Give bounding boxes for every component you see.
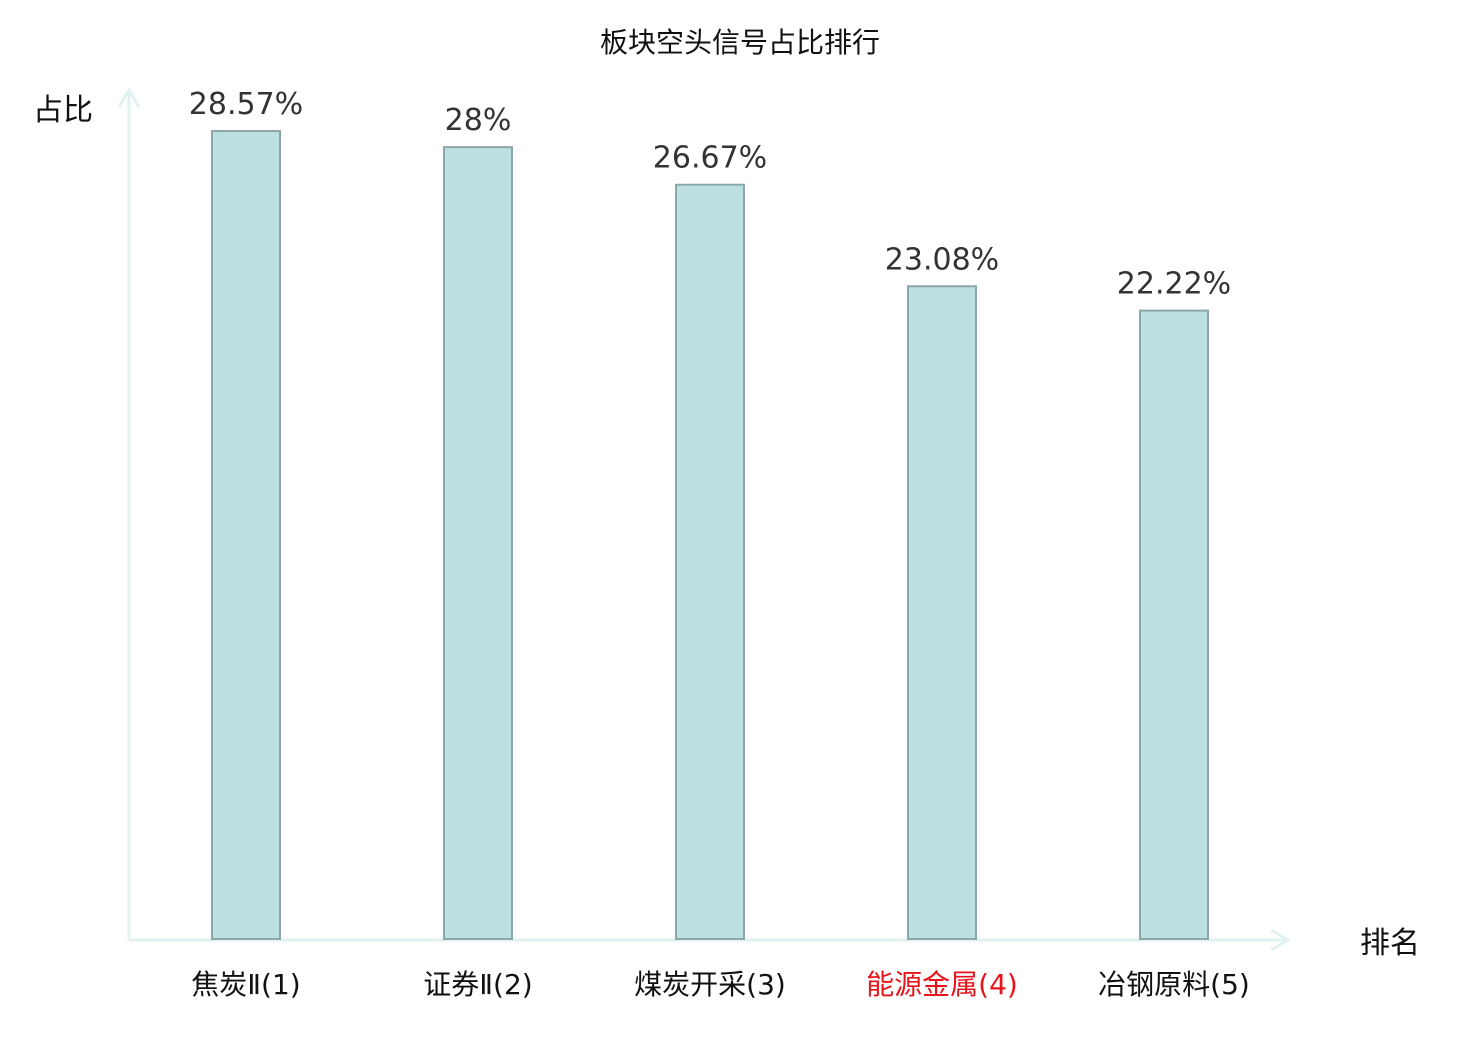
bar-value-label: 22.22%: [1117, 267, 1231, 302]
x-tick-label: 焦炭Ⅱ(1): [191, 968, 300, 1001]
bar: [907, 285, 977, 940]
chart-title: 板块空头信号占比排行: [600, 26, 880, 59]
x-axis-title: 排名: [1360, 926, 1420, 961]
bar: [443, 146, 513, 940]
bar: [1139, 309, 1209, 940]
x-tick-label: 证券Ⅱ(2): [423, 968, 532, 1001]
x-tick-label: 煤炭开采(3): [634, 968, 786, 1001]
bar: [675, 183, 745, 940]
y-axis-title: 占比: [33, 93, 93, 128]
y-axis-arrow: [117, 87, 141, 108]
x-tick-label: 冶钢原料(5): [1098, 968, 1250, 1001]
bars-group: 28.57% 焦炭Ⅱ(1) 28% 证券Ⅱ(2) 26.67% 煤炭开采(3) 23.08%…: [189, 87, 1250, 1001]
bar-value-label: 23.08%: [885, 242, 999, 277]
bar-value-label: 28.57%: [189, 87, 303, 122]
x-axis-arrow: [1270, 928, 1291, 952]
bar-value-label: 28%: [445, 103, 512, 138]
bar-value-label: 26.67%: [653, 141, 767, 176]
x-tick-label: 能源金属(4): [866, 968, 1018, 1001]
bar: [211, 130, 281, 940]
